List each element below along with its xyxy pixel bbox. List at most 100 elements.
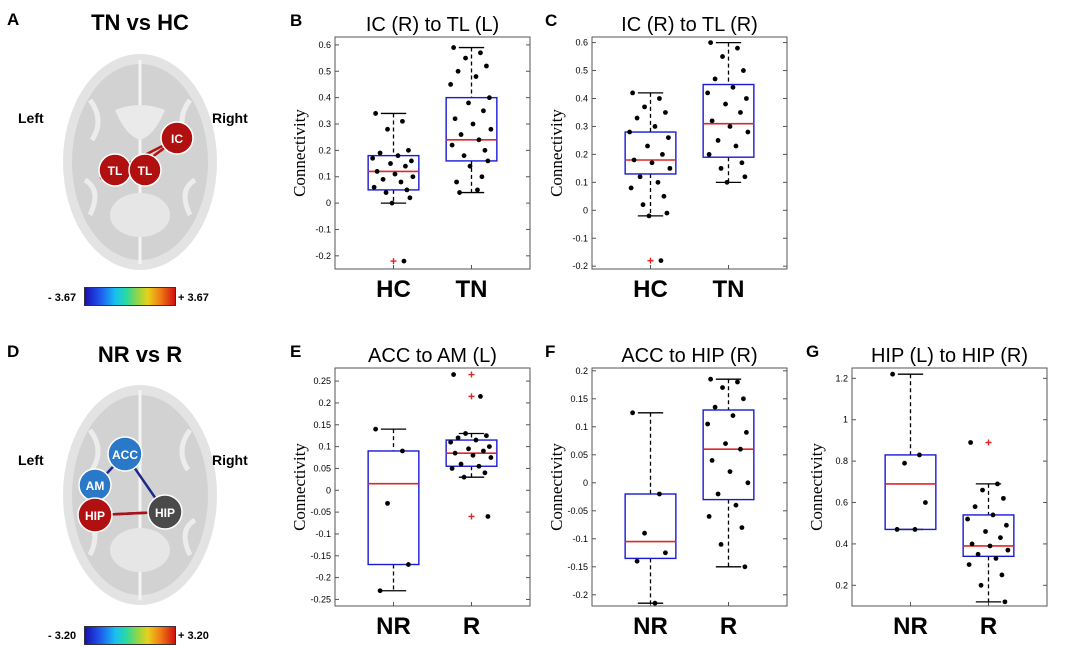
panel-letter-c: C <box>545 11 557 30</box>
data-point <box>470 121 476 127</box>
y-tick-label: 0.6 <box>318 40 331 50</box>
data-point <box>385 500 390 506</box>
chart-title: ACC to HIP (R) <box>621 345 757 367</box>
data-point <box>449 466 455 471</box>
data-point <box>488 126 494 132</box>
y-axis-label: Connectivity <box>290 109 309 197</box>
outlier-marker <box>985 439 992 446</box>
data-point <box>667 165 673 171</box>
y-tick-label: 0.2 <box>575 366 588 376</box>
node-label-acc: ACC <box>112 448 138 462</box>
data-point <box>966 562 972 568</box>
data-point <box>467 163 473 169</box>
axes-frame <box>591 36 788 270</box>
data-point <box>720 54 725 59</box>
data-point <box>482 147 488 153</box>
data-point <box>983 529 988 534</box>
data-point <box>923 500 928 505</box>
data-point <box>458 461 464 467</box>
data-point <box>715 491 721 497</box>
data-point <box>478 393 483 399</box>
data-point <box>642 104 647 110</box>
x-tick-label: HC <box>633 276 668 303</box>
data-point <box>484 63 489 69</box>
y-tick-label: 0.5 <box>575 66 588 76</box>
data-point <box>995 481 1000 487</box>
y-tick-label: 0.1 <box>575 177 588 187</box>
data-point <box>371 184 377 190</box>
y-tick-label: -0.1 <box>315 529 331 539</box>
y-tick-label: -0.2 <box>315 573 331 583</box>
node-label-tl-left: TL <box>108 164 123 178</box>
data-point <box>449 142 455 148</box>
right-label-top: Right <box>212 110 248 126</box>
panel-letter-f: F <box>545 342 555 361</box>
data-point <box>451 45 457 50</box>
colorbar-max-bottom: + 3.20 <box>178 630 209 642</box>
data-point <box>723 101 728 107</box>
y-tick-label: 0 <box>583 478 588 488</box>
y-tick-label: -0.15 <box>567 562 588 572</box>
data-point <box>454 179 459 185</box>
y-tick-label: 0.8 <box>835 456 848 466</box>
x-tick-label: R <box>720 613 737 640</box>
data-point <box>972 504 978 510</box>
y-tick-label: 0.05 <box>313 463 331 473</box>
chart-title: IC (R) to TL (R) <box>621 14 758 36</box>
left-label-top: Left <box>18 110 44 126</box>
data-point <box>902 460 907 466</box>
y-tick-label: 0 <box>583 205 588 215</box>
panel-letter-d: D <box>7 342 20 361</box>
y-tick-label: 0.1 <box>318 442 331 452</box>
box-r <box>962 514 1015 558</box>
axes-frame <box>334 36 531 270</box>
axes-frame <box>591 367 788 607</box>
y-tick-label: -0.05 <box>310 507 331 517</box>
y-axis-label: Connectivity <box>290 443 309 531</box>
node-hip-left <box>77 497 113 533</box>
y-tick-label: 0.4 <box>318 93 331 103</box>
y-tick-label: 0.5 <box>318 66 331 76</box>
y-tick-label: 0 <box>326 198 331 208</box>
data-point <box>663 550 668 556</box>
y-tick-label: 0 <box>326 485 331 495</box>
data-point <box>912 527 918 532</box>
y-tick-label: -0.05 <box>567 506 588 516</box>
data-point <box>630 90 636 96</box>
data-point <box>652 600 658 606</box>
data-point <box>455 68 461 74</box>
y-tick-label: -0.2 <box>315 251 331 261</box>
left-label-bottom: Left <box>18 452 44 468</box>
data-point <box>466 446 471 452</box>
data-point <box>481 448 486 454</box>
data-point <box>374 169 380 174</box>
data-point <box>987 543 993 549</box>
data-point <box>723 441 728 446</box>
node-label-hip-right: HIP <box>155 506 175 520</box>
data-point <box>709 458 715 463</box>
data-point <box>451 372 457 377</box>
data-point <box>730 84 736 90</box>
data-point <box>735 379 740 385</box>
data-point <box>664 210 670 216</box>
axes-frame <box>851 367 1048 607</box>
box-r <box>702 409 755 501</box>
data-point <box>398 179 404 185</box>
y-tick-label: 0.1 <box>318 172 331 182</box>
data-point <box>741 68 746 73</box>
brain-image-top: IC TL TL <box>63 54 217 270</box>
x-tick-label: TN <box>713 276 745 303</box>
node-hip-right <box>147 494 183 530</box>
y-tick-label: 0.2 <box>318 398 331 408</box>
data-point <box>634 115 640 121</box>
y-tick-label: 0.1 <box>575 422 588 432</box>
data-point <box>743 430 749 435</box>
data-point <box>998 535 1003 541</box>
data-point <box>965 516 971 522</box>
y-tick-label: -0.1 <box>315 224 331 234</box>
data-point <box>486 444 492 450</box>
y-axis-label: Connectivity <box>547 443 566 531</box>
data-point <box>712 404 718 410</box>
node-acc <box>107 436 143 472</box>
data-point <box>630 410 636 416</box>
